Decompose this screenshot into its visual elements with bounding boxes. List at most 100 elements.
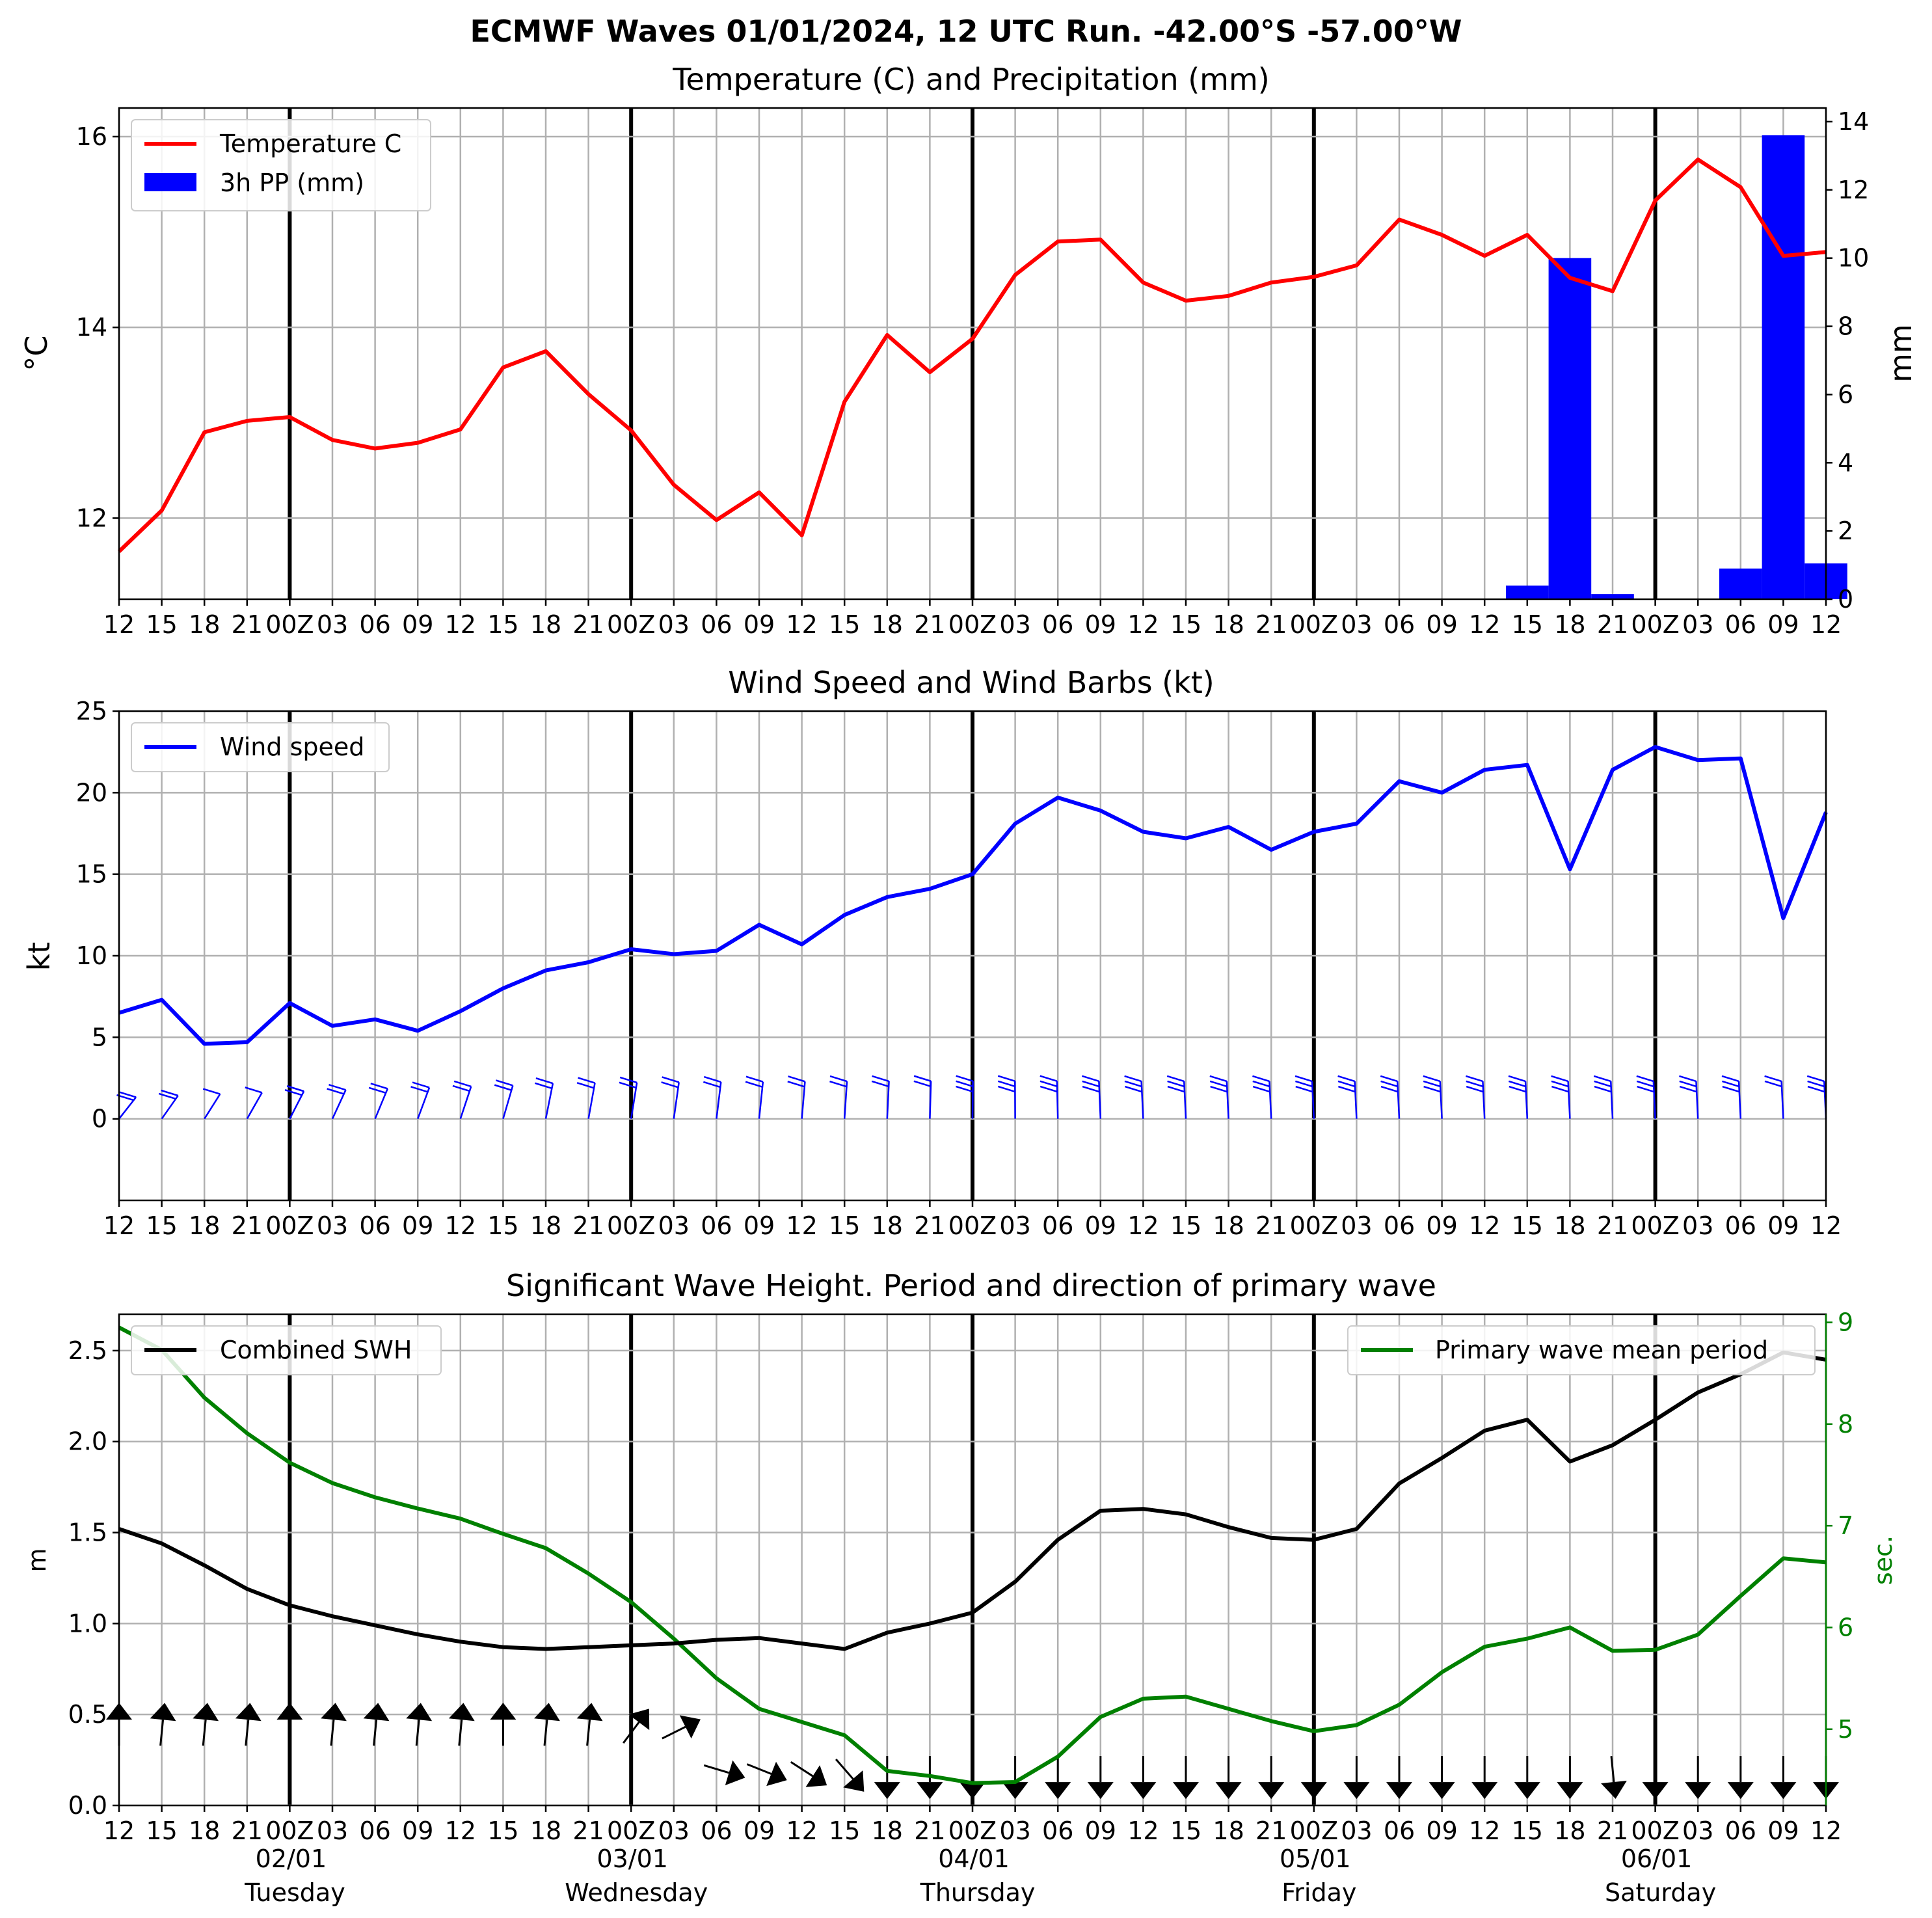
wind-barb	[716, 1081, 722, 1119]
p2-grid	[118, 710, 1827, 1200]
wind-barb	[843, 1081, 848, 1119]
day-name-label: Saturday	[1605, 1878, 1716, 1907]
p1-legend-box	[131, 119, 431, 211]
wind-barb	[204, 1093, 221, 1120]
wave-panel: Significant Wave Height. Period and dire…	[23, 1268, 1898, 1907]
wind-barb-flag	[1209, 1075, 1228, 1083]
x-tick-label: 12	[1127, 610, 1159, 639]
wind-barb-flag	[1551, 1085, 1569, 1093]
x-tick-label: 03	[658, 1211, 690, 1240]
wind-barb	[929, 1081, 932, 1119]
y-tick-label: 12	[76, 504, 107, 532]
wave-arrow-head	[805, 1765, 827, 1787]
x-tick-label: 09	[1767, 1817, 1799, 1845]
p1-x-axis: 12 15 18 21 00Z 03 06 09 12 15 18 21 00Z 03 06 09 12 15 18…	[103, 599, 1842, 639]
x-tick-label: 12	[103, 610, 135, 639]
y2-tick-label: 12	[1838, 176, 1869, 204]
wave-arrow-head	[490, 1703, 517, 1720]
wind-barb-flag	[1380, 1085, 1399, 1093]
wind-barb-flag	[829, 1080, 847, 1088]
wind-barb	[1482, 1081, 1486, 1119]
precip-bar	[1506, 586, 1549, 599]
wind-barb-flag	[1380, 1075, 1398, 1083]
wind-barb-flag	[453, 1080, 472, 1088]
x-tick-label: 18	[872, 610, 903, 639]
wind-barb	[502, 1085, 514, 1120]
wind-barb-flag	[1040, 1080, 1058, 1088]
wave-arrow-head	[1215, 1782, 1242, 1800]
y-tick-label: 5	[92, 1023, 107, 1051]
wave-arrow-head	[1429, 1782, 1455, 1800]
wind-barb-flag	[535, 1077, 554, 1085]
wind-barb-flag	[619, 1081, 637, 1088]
p3-left-axis: 0.0 0.5 1.0 1.5 2.0 2.5	[68, 1336, 119, 1820]
y2-tick-label: 4	[1838, 448, 1853, 477]
wind-barb-flag	[1807, 1080, 1825, 1088]
wind-barb	[1737, 1081, 1742, 1119]
wind-barb-flag	[161, 1089, 179, 1097]
x-tick-label: 00Z	[1631, 1211, 1679, 1240]
p3-legend-right: Primary wave mean period	[1347, 1325, 1816, 1375]
precip-bar	[1719, 568, 1762, 599]
y2-tick-label: 14	[1838, 107, 1869, 136]
x-tick-label: 18	[530, 610, 561, 639]
wind-barb-flag	[576, 1082, 595, 1089]
wave-arrow-head	[1601, 1780, 1627, 1799]
x-tick-label: 06	[1042, 610, 1073, 639]
p2-x-axis: 12 15 18 21 00Z 03 06 09 12 15 18 21 00Z 03 06 09 12 15 18…	[103, 1200, 1842, 1240]
wind-barb	[886, 1081, 890, 1119]
x-tick-label: 12	[445, 610, 476, 639]
wind-barb-flag	[997, 1085, 1015, 1093]
x-tick-label: 09	[744, 1211, 775, 1240]
p3-legend-left: Combined SWH	[131, 1325, 442, 1375]
wind-barb-flag	[1807, 1085, 1825, 1093]
x-tick-label: 06	[701, 1817, 732, 1845]
x-tick-label: 03	[1341, 1211, 1372, 1240]
wind-barb-flag	[1337, 1075, 1355, 1083]
x-tick-label: 12	[1469, 1817, 1500, 1845]
wave-period-line	[118, 1325, 1827, 1785]
x-tick-label: 12	[1810, 610, 1842, 639]
wind-barb-flag	[1764, 1080, 1782, 1088]
wave-arrow-head	[725, 1760, 745, 1785]
wave-direction-arrows	[106, 1703, 1839, 1800]
wind-barb-flag	[1338, 1085, 1356, 1093]
x-tick-label: 00Z	[607, 1211, 655, 1240]
x-tick-label: 18	[530, 1211, 561, 1240]
day-name-label: Tuesday	[244, 1878, 345, 1907]
x-tick-label: 15	[1170, 1211, 1201, 1240]
wind-barb-flag	[329, 1084, 346, 1091]
wind-barb-flag	[913, 1080, 932, 1088]
x-tick-label: 15	[487, 1211, 518, 1240]
wave-arrow-head	[843, 1770, 865, 1792]
wave-arrow-head	[959, 1782, 986, 1800]
wind-barb-flag	[1679, 1075, 1697, 1083]
p3-day-labels: 02/01 Tuesday 03/01 Wednesday 04/01 Thursday 0…	[244, 1844, 1716, 1907]
x-tick-label: 21	[572, 1211, 604, 1240]
x-tick-label: 09	[1767, 1211, 1799, 1240]
x-tick-label: 12	[1810, 1817, 1842, 1845]
x-tick-label: 18	[1554, 1211, 1585, 1240]
wave-arrow-head	[679, 1715, 701, 1739]
wave-arrow-head	[576, 1703, 603, 1722]
p2-legend: Wind speed	[131, 722, 390, 772]
panel-title-wind: Wind Speed and Wind Barbs (kt)	[728, 665, 1214, 700]
wind-barb	[587, 1083, 596, 1119]
wave-arrow-shaft	[543, 1720, 548, 1746]
wave-arrow-head	[1642, 1782, 1669, 1800]
y2-tick-label: 7	[1838, 1511, 1853, 1540]
wave-arrow-head	[1343, 1782, 1370, 1800]
wind-barb-flag	[1295, 1075, 1313, 1083]
wind-barb-flag	[1040, 1075, 1058, 1082]
x-tick-label: 03	[1682, 610, 1713, 639]
x-tick-label: 12	[786, 610, 817, 639]
wind-barb-flag	[1466, 1085, 1484, 1093]
wind-barb-flag	[1167, 1085, 1185, 1093]
wind-barb-flag	[1679, 1080, 1697, 1088]
wave-arrow-shaft	[586, 1720, 591, 1746]
x-tick-label: 15	[1512, 610, 1543, 639]
wind-barb-flag	[1423, 1080, 1441, 1088]
wave-arrow-shaft	[415, 1720, 420, 1746]
wind-barb-flag	[245, 1087, 263, 1094]
